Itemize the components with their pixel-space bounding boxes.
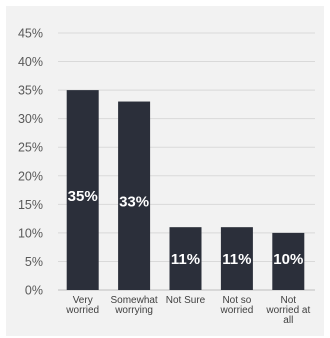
- y-tick-label: 30%: [18, 112, 43, 126]
- bar: [169, 227, 202, 290]
- chart-area: [6, 6, 324, 336]
- x-category-label: Not so worried: [220, 295, 254, 316]
- y-tick-label: 20%: [18, 169, 43, 183]
- bar: [272, 232, 305, 290]
- x-category-label: Somewhat worrying: [110, 295, 157, 316]
- y-tick-label: 0%: [25, 284, 43, 298]
- x-category-label: Very worried: [65, 295, 99, 316]
- data-label: 11%: [171, 251, 200, 268]
- y-tick-label: 45%: [18, 27, 43, 41]
- data-label: 10%: [273, 251, 303, 268]
- y-tick-label: 35%: [18, 84, 43, 98]
- bar: [118, 101, 151, 291]
- data-label: 11%: [222, 251, 251, 268]
- y-tick-label: 40%: [18, 55, 43, 69]
- y-tick-label: 25%: [18, 141, 43, 155]
- y-tick-label: 15%: [18, 198, 43, 212]
- bar: [220, 227, 253, 290]
- x-category-label: Not Sure: [166, 295, 206, 306]
- y-tick-label: 5%: [25, 255, 43, 269]
- data-label: 35%: [68, 188, 98, 205]
- x-category-label: Not worried at all: [265, 295, 310, 326]
- bar: [66, 90, 99, 290]
- data-label: 33%: [119, 193, 149, 210]
- y-tick-label: 10%: [18, 226, 43, 240]
